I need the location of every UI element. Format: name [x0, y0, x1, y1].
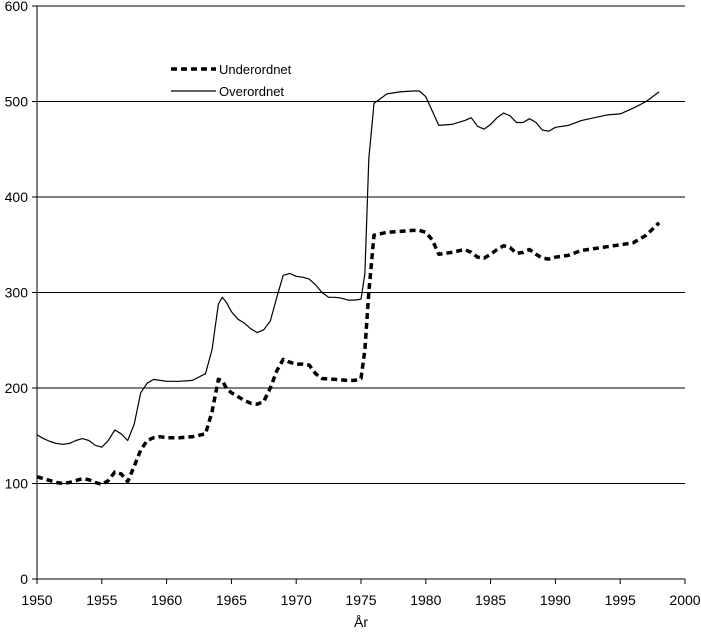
x-tick-label: 1965: [216, 592, 247, 608]
x-tick-label: 2000: [669, 592, 700, 608]
x-tick-label: 1955: [86, 592, 117, 608]
y-tick-label: 100: [5, 476, 29, 492]
y-tick-label: 300: [5, 285, 29, 301]
y-tick-label: 0: [20, 571, 28, 587]
x-tick-label: 1960: [151, 592, 182, 608]
x-tick-label: 1950: [21, 592, 52, 608]
x-tick-label: 1995: [605, 592, 636, 608]
tick-labels: 0 100 200 300 400 500 600 1950 1955 1960 1965 1970 1…: [5, 0, 701, 608]
y-tick-label: 500: [5, 94, 29, 110]
y-tick-label: 200: [5, 380, 29, 396]
legend: Underordnet Overordnet: [166, 56, 302, 100]
series-line-overordnet: [36, 90, 660, 448]
legend-label-underordnet: Underordnet: [219, 62, 292, 77]
x-tick-label: 1985: [475, 592, 506, 608]
y-tick-label: 400: [5, 189, 29, 205]
x-tick-label: 1975: [345, 592, 376, 608]
legend-box: [166, 56, 302, 100]
x-tick-label: 1990: [540, 592, 571, 608]
x-tick-label: 1970: [281, 592, 312, 608]
y-tick-label: 600: [5, 0, 29, 14]
x-tick-label: 1980: [410, 592, 441, 608]
x-axis-title: År: [354, 614, 368, 630]
series-line-underordnet: [36, 221, 661, 487]
series-lines: [36, 90, 661, 487]
axes: [32, 5, 686, 584]
legend-label-overordnet: Overordnet: [219, 84, 284, 99]
gridlines: [37, 5, 685, 484]
